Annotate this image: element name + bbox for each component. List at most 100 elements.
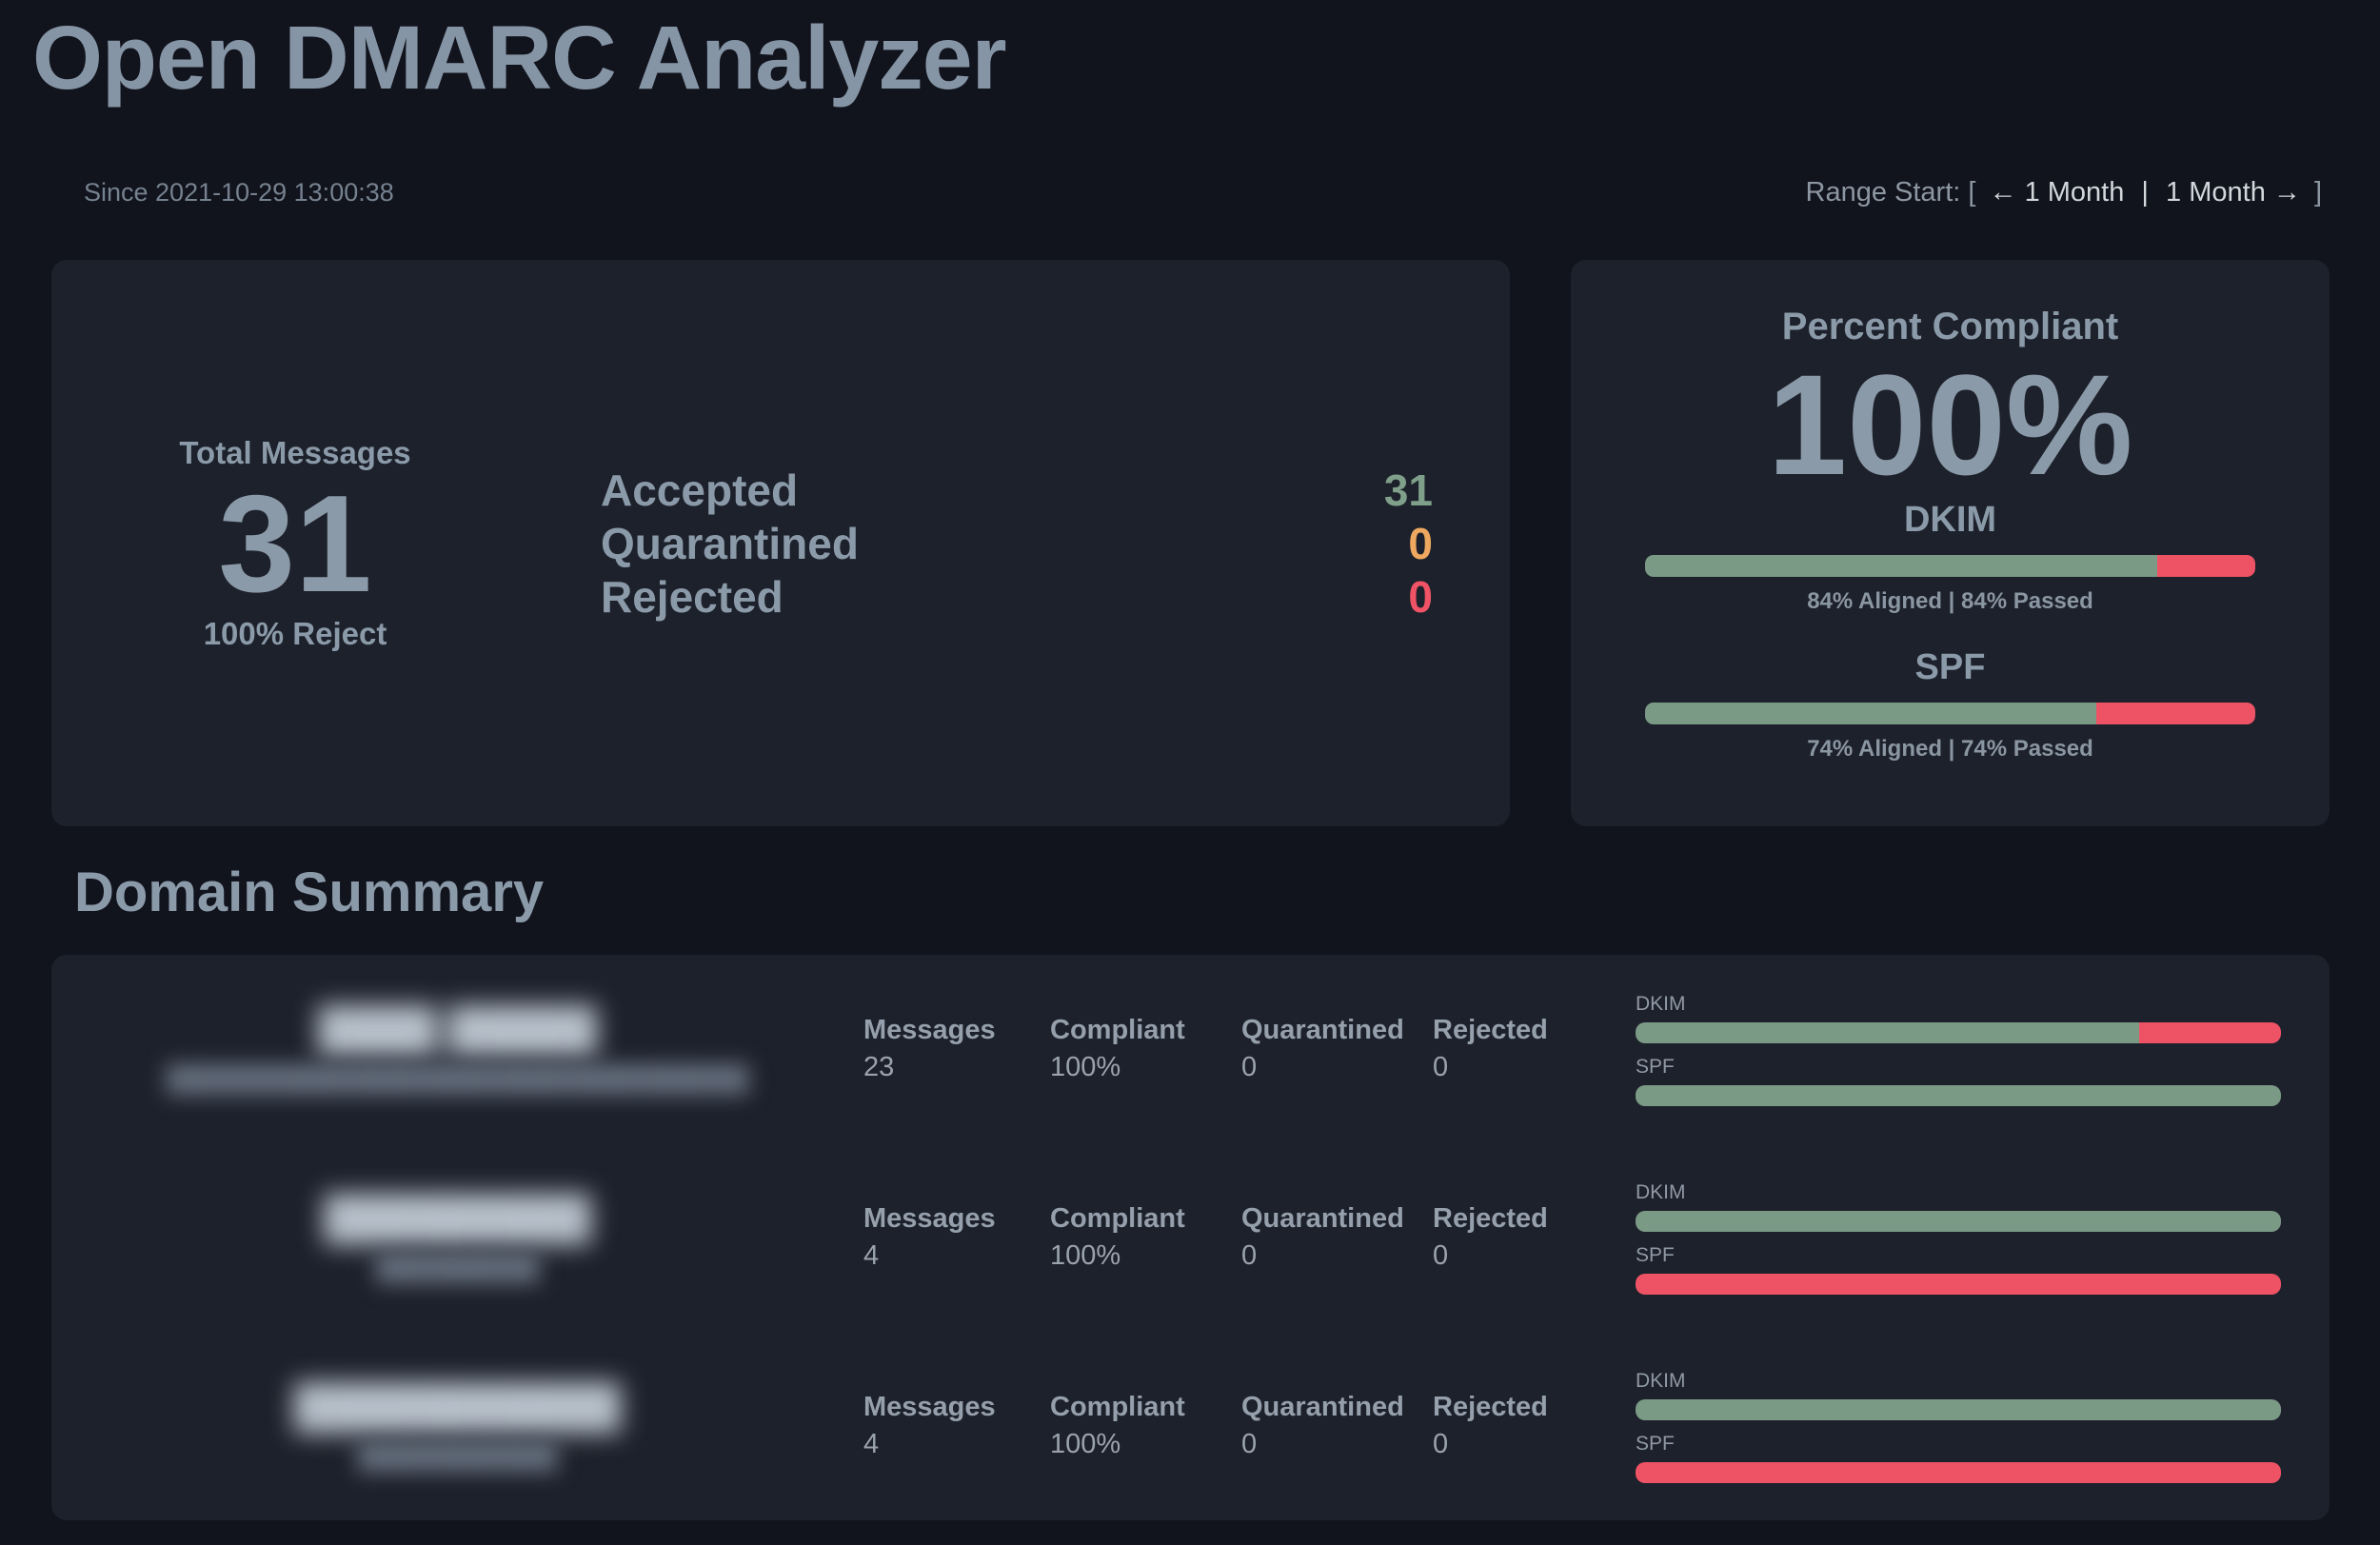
dkim-title: DKIM	[1903, 500, 1997, 540]
reject-percent-label: 100% Reject	[203, 615, 387, 651]
dkim-row-label: DKIM	[1636, 993, 1686, 1015]
messages-overview-card: Total Messages 31 100% Reject Accepted 3…	[51, 260, 1510, 826]
domain-subtext-blurred: ████████████████████████████████	[166, 1064, 749, 1093]
quarantined-label: Quarantined	[1241, 1015, 1404, 1045]
rejected-value: 0	[1433, 1052, 1449, 1082]
range-controls: Range Start: [ ← 1 Month | 1 Month → ]	[1800, 176, 2328, 208]
since-timestamp: Since 2021-10-29 13:00:38	[84, 178, 394, 207]
accepted-label: Accepted	[601, 465, 799, 515]
dkim-row-bar	[1636, 1399, 2281, 1420]
dkim-failed-segment	[2157, 555, 2255, 577]
spf-row-bar	[1636, 1462, 2281, 1483]
dkim-row-bar	[1636, 1211, 2281, 1232]
rejected-stat: Rejected 0	[1433, 1391, 1619, 1461]
rejected-stat: Rejected 0	[1433, 1014, 1619, 1084]
rejected-label: Rejected	[601, 571, 783, 622]
dkim-row-label: DKIM	[1636, 1181, 1686, 1203]
compliant-stat: Compliant 100%	[1050, 1014, 1241, 1084]
range-close-bracket: ]	[2313, 177, 2322, 208]
spf-row-label: SPF	[1636, 1056, 1675, 1078]
compliant-stat: Compliant 100%	[1050, 1202, 1241, 1273]
dkim-row-label: DKIM	[1636, 1370, 1686, 1392]
dkim-summary-bar	[1645, 555, 2255, 577]
auth-bars-cell: DKIM SPF	[1636, 1180, 2330, 1295]
messages-label: Messages	[863, 1015, 996, 1045]
messages-stat: Messages 23	[863, 1014, 1050, 1084]
domain-cell: ████ █████ █████████████████████████████…	[51, 1004, 863, 1094]
accepted-row: Accepted 31	[601, 464, 1433, 517]
dkim-passed-segment	[1636, 1022, 2139, 1043]
quarantined-stat: Quarantined 0	[1241, 1391, 1433, 1461]
dkim-metric: DKIM 84% Aligned | 84% Passed	[1645, 498, 2255, 615]
domain-name-blurred[interactable]: ███████████	[294, 1383, 621, 1430]
domain-row: ████ █████ █████████████████████████████…	[51, 955, 2330, 1143]
rejected-count: 0	[1408, 571, 1433, 622]
compliant-label: Compliant	[1050, 1015, 1185, 1045]
rejected-value: 0	[1433, 1240, 1449, 1271]
percent-compliant-title: Percent Compliant	[1781, 306, 2119, 347]
total-messages-block: Total Messages 31 100% Reject	[51, 434, 539, 653]
spf-title: SPF	[1914, 647, 1986, 687]
spf-row-label: SPF	[1636, 1244, 1675, 1266]
compliant-value: 100%	[1050, 1429, 1121, 1459]
spf-failed-segment	[1636, 1274, 2281, 1295]
rejected-label: Rejected	[1433, 1392, 1548, 1422]
quarantined-count: 0	[1408, 518, 1433, 568]
quarantined-stat: Quarantined 0	[1241, 1202, 1433, 1273]
percent-compliant-card: Percent Compliant 100% DKIM 84% Aligned …	[1571, 260, 2330, 826]
accepted-count: 31	[1383, 465, 1433, 515]
domain-cell: █████████ █████████	[51, 1193, 863, 1282]
domain-row: ███████████ ███████████ Messages 4 Compl…	[51, 1332, 2330, 1520]
total-messages-value: 31	[218, 465, 372, 621]
total-messages-label: Total Messages	[179, 434, 411, 470]
spf-passed-segment	[1636, 1085, 2281, 1106]
messages-label: Messages	[863, 1392, 996, 1422]
domain-summary-card: ████ █████ █████████████████████████████…	[51, 955, 2330, 1520]
range-start-label: Range Start: [	[1805, 177, 1976, 208]
spf-row-label: SPF	[1636, 1433, 1675, 1455]
spf-passed-segment	[1645, 703, 2097, 724]
dkim-row-bar	[1636, 1022, 2281, 1043]
domain-cell: ███████████ ███████████	[51, 1381, 863, 1471]
messages-value: 23	[863, 1052, 895, 1082]
dkim-passed-segment	[1645, 555, 2158, 577]
spf-metric: SPF 74% Aligned | 74% Passed	[1645, 645, 2255, 763]
dkim-passed-segment	[1636, 1399, 2281, 1420]
range-separator: |	[2141, 177, 2149, 208]
messages-value: 4	[863, 1429, 880, 1459]
quarantined-label: Quarantined	[1241, 1203, 1404, 1234]
rejected-label: Rejected	[1433, 1203, 1548, 1234]
spf-failed-segment	[2096, 703, 2255, 724]
spf-failed-segment	[1636, 1462, 2281, 1483]
domain-name-blurred[interactable]: ████ █████	[318, 1006, 597, 1053]
compliant-label: Compliant	[1050, 1392, 1185, 1422]
dkim-caption: 84% Aligned | 84% Passed	[1807, 588, 2093, 614]
range-forward-month-link[interactable]: 1 Month →	[2166, 177, 2301, 208]
range-back-month-link[interactable]: ← 1 Month	[1989, 177, 2125, 208]
domain-subtext-blurred: ███████████	[357, 1441, 558, 1470]
domain-name-blurred[interactable]: █████████	[324, 1195, 591, 1241]
app-header: Open DMARC Analyzer Since 2021-10-29 13:…	[0, 13, 2380, 208]
rejected-stat: Rejected 0	[1433, 1202, 1619, 1273]
quarantined-value: 0	[1241, 1052, 1258, 1082]
quarantined-stat: Quarantined 0	[1241, 1014, 1433, 1084]
spf-summary-bar	[1645, 703, 2255, 724]
domain-summary-title: Domain Summary	[74, 862, 545, 923]
page-title: Open DMARC Analyzer	[32, 8, 1007, 109]
auth-bars-cell: DKIM SPF	[1636, 1369, 2330, 1483]
compliant-value: 100%	[1050, 1052, 1121, 1082]
spf-row-bar	[1636, 1085, 2281, 1106]
domain-row: █████████ █████████ Messages 4 Compliant…	[51, 1143, 2330, 1332]
quarantined-value: 0	[1241, 1240, 1258, 1271]
compliant-value: 100%	[1050, 1240, 1121, 1271]
messages-stat: Messages 4	[863, 1202, 1050, 1273]
quarantined-row: Quarantined 0	[601, 517, 1433, 570]
messages-label: Messages	[863, 1203, 996, 1234]
dashboard-main: Total Messages 31 100% Reject Accepted 3…	[0, 260, 2380, 1520]
messages-stat: Messages 4	[863, 1391, 1050, 1461]
dkim-failed-segment	[2138, 1022, 2281, 1043]
spf-row-bar	[1636, 1274, 2281, 1295]
quarantined-value: 0	[1241, 1429, 1258, 1459]
rejected-row: Rejected 0	[601, 570, 1433, 624]
auth-bars-cell: DKIM SPF	[1636, 992, 2330, 1106]
